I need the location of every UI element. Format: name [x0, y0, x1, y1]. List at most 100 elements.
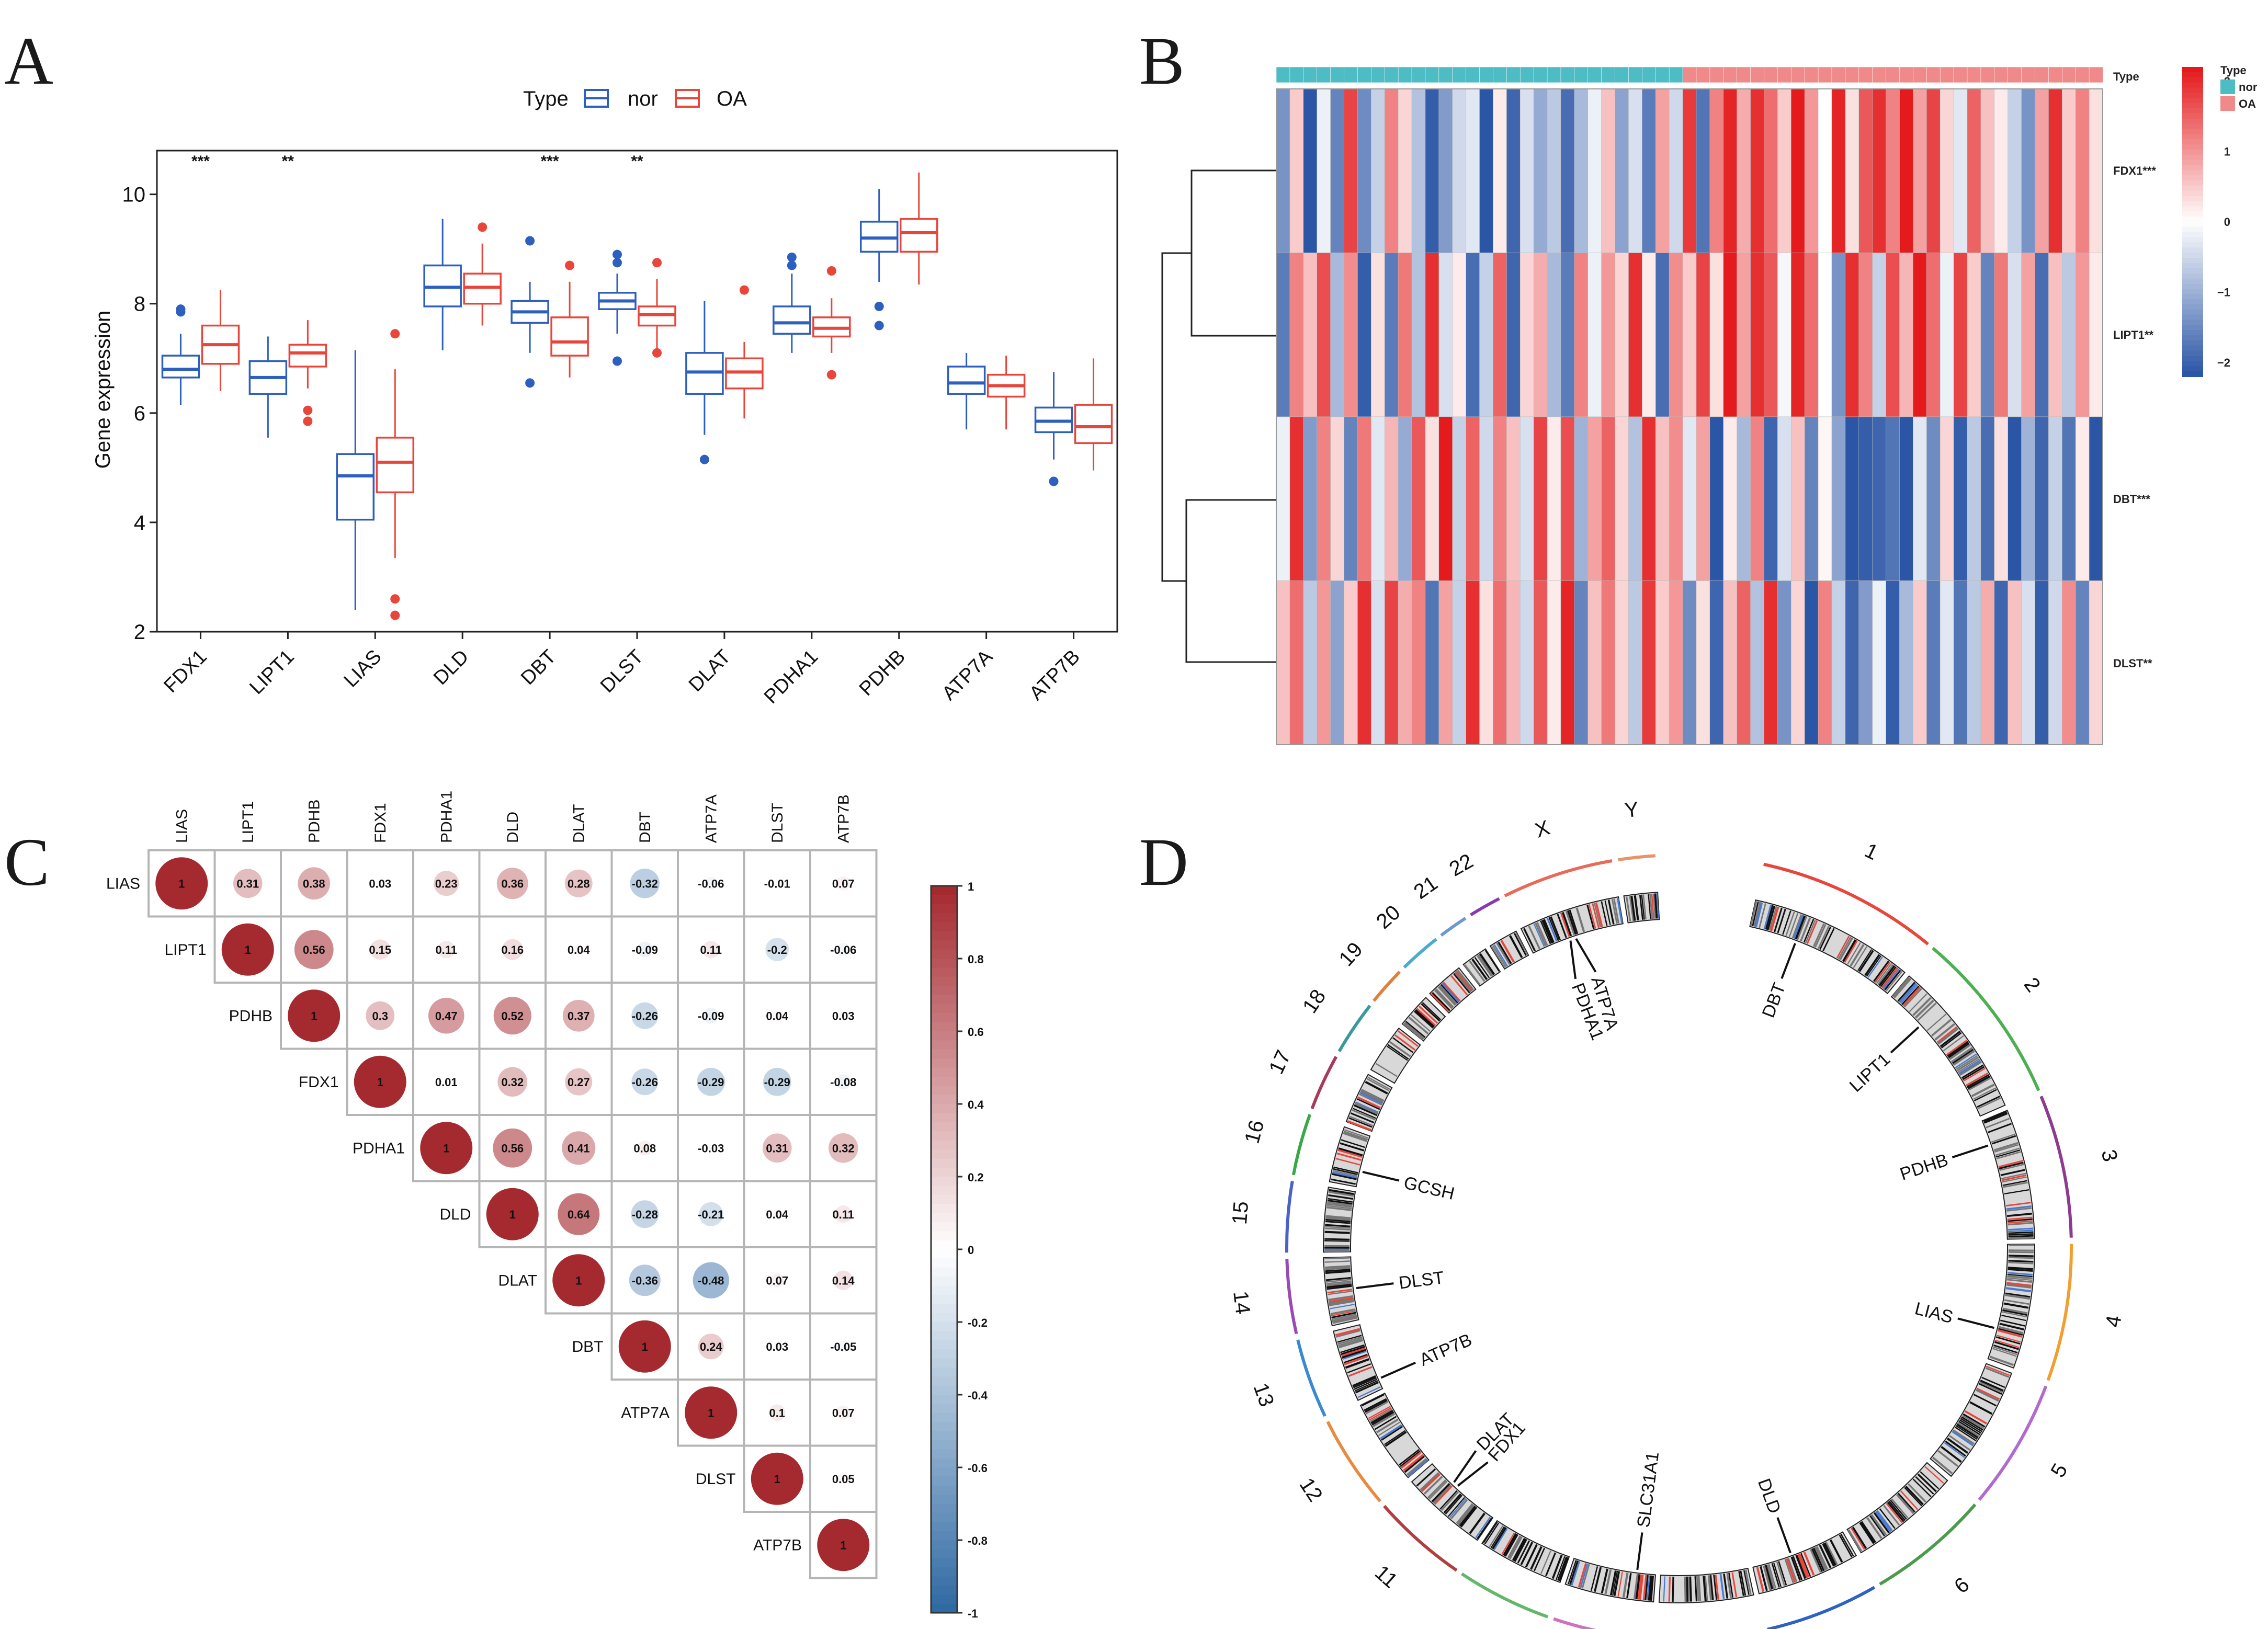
colorbar-step	[931, 1495, 957, 1505]
correlation-circle	[637, 1141, 652, 1156]
ideogram-stripe	[1798, 1553, 1810, 1578]
heatmap-cell	[1533, 88, 1548, 253]
colorbar-step	[2182, 340, 2203, 346]
ideogram-stripe	[1474, 956, 1490, 978]
ideogram-stripe	[2005, 1287, 2032, 1293]
heatmap-cell	[1289, 416, 1304, 581]
y-tick-label: 6	[134, 402, 145, 425]
panel-label-c: C	[4, 825, 50, 900]
heatmap-cell	[1452, 580, 1467, 745]
chromosome-label: 1	[1861, 839, 1881, 864]
chromosome-arc	[1618, 854, 1656, 862]
ideogram-stripe	[1887, 1501, 1904, 1522]
ideogram-stripe	[1366, 1078, 1390, 1091]
chromosome-label: 12	[1295, 1474, 1327, 1506]
gene-label: ATP7B	[1416, 1330, 1475, 1370]
ideogram-stripe	[1908, 1483, 1926, 1503]
correlation-value: 1	[178, 877, 185, 890]
ideogram-stripe	[1331, 1312, 1356, 1318]
ideogram-stripe	[1324, 1227, 1350, 1231]
ideogram-stripe	[1454, 972, 1472, 993]
correlation-value: -0.26	[632, 1009, 658, 1022]
heatmap-cell	[1750, 416, 1765, 581]
ideogram-stripe	[1372, 1412, 1396, 1428]
colorbar-step	[2182, 371, 2203, 377]
correlation-value: 0.27	[568, 1076, 590, 1089]
heatmap-cell	[1303, 253, 1318, 417]
ideogram-stripe	[1420, 1472, 1440, 1491]
colorbar-tick-label: −1	[2217, 286, 2230, 299]
ideogram-stripe	[1491, 945, 1505, 969]
ideogram-stripe	[1325, 1215, 1351, 1220]
colorbar-step	[931, 1531, 957, 1541]
ideogram-stripe	[1326, 1206, 1352, 1211]
ideogram-stripe	[1440, 984, 1458, 1004]
heatmap-cell	[1682, 416, 1697, 581]
heatmap-cell	[1344, 253, 1358, 417]
heatmap-cell	[2035, 88, 2049, 253]
correlation-circle	[765, 938, 789, 962]
chromosome-arc	[1285, 1180, 1294, 1253]
annotation-cell	[1764, 66, 1778, 83]
ideogram-stripe	[2008, 1227, 2034, 1231]
ideogram-stripe	[1450, 975, 1468, 996]
annotation-cell	[1926, 66, 1941, 83]
correlation-value: 0.08	[633, 1142, 656, 1155]
correlation-circle	[772, 1010, 783, 1021]
ideogram-stripe	[1912, 997, 1932, 1016]
correlation-panel: LIAS LIPT1 PDHB FDX1 PDHA1 DLD DLAT DBT ATP7A DLS…	[106, 791, 988, 1620]
annotation-cell	[1371, 66, 1386, 83]
correlation-circle	[631, 1002, 659, 1029]
heatmap-cell	[1560, 253, 1575, 417]
correlation-circle	[630, 868, 660, 898]
ideogram-stripe	[1771, 1563, 1780, 1588]
ideogram-stripe	[1756, 1567, 1765, 1592]
colorbar-step	[2182, 211, 2203, 218]
ideogram-stripe	[1335, 1328, 1360, 1337]
ideogram-stripe	[1912, 1478, 1932, 1497]
ideogram-stripe	[1520, 1542, 1534, 1565]
correlation-value: 0.36	[501, 877, 524, 890]
heatmap-cell	[1845, 88, 1859, 253]
significance-label: ***	[191, 153, 210, 170]
gene-connector	[1890, 1026, 1920, 1054]
ideogram-stripe	[1917, 1473, 1937, 1493]
heatmap-cell	[1845, 580, 1859, 745]
annotation-cell	[1357, 66, 1372, 83]
ideogram-stripe	[2008, 1222, 2033, 1226]
ideogram-stripe	[1407, 1458, 1427, 1476]
ideogram-stripe	[1331, 1310, 1356, 1317]
annotation-cell	[1479, 66, 1494, 83]
heatmap-cell	[1615, 416, 1629, 581]
heatmap-cell	[2021, 416, 2036, 581]
ideogram-stripe	[1601, 901, 1608, 926]
correlation-value: 0.56	[501, 1142, 524, 1155]
ideogram-stripe	[1469, 960, 1485, 982]
heatmap-cell	[1330, 580, 1345, 745]
ideogram-stripe	[1784, 1559, 1794, 1584]
ideogram-stripe	[1604, 1569, 1612, 1594]
box-oa	[1074, 404, 1113, 445]
heatmap-cell	[1994, 253, 2009, 417]
ideogram-stripe	[2002, 1307, 2028, 1314]
ideogram-stripe	[1341, 1139, 1365, 1148]
ideogram-stripe	[1325, 1267, 1351, 1270]
y-tick-label: 8	[134, 293, 145, 316]
ideogram-stripe	[1501, 1532, 1515, 1555]
colorbar-step	[2182, 93, 2203, 99]
correlation-circle	[155, 857, 208, 910]
ideogram-stripe	[1509, 935, 1523, 959]
heatmap-cell	[1628, 416, 1643, 581]
correlation-value: 0.15	[369, 943, 391, 956]
ideogram-stripe	[1873, 961, 1889, 982]
gene-label: SLC31A1	[1634, 1451, 1663, 1529]
heatmap-cell	[1357, 253, 1372, 417]
colorbar-step	[2182, 98, 2203, 104]
heatmap-cell	[2021, 253, 2036, 417]
row-gene-label: PDHA1	[353, 1140, 405, 1157]
heatmap-cell	[1601, 253, 1616, 417]
ideogram-stripe	[1893, 978, 1912, 999]
colorbar-step	[2182, 113, 2203, 119]
heatmap-panel: Type 210−1−2 FDX1*** LIPT1** DBT*** DLST…	[1161, 64, 2258, 745]
annotation-cell	[1330, 66, 1345, 83]
